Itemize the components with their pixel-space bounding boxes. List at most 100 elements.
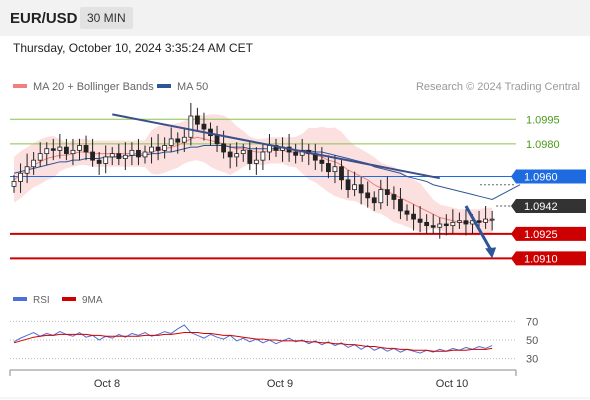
candle-body	[188, 115, 194, 138]
rsi-tick-label: 70	[526, 316, 538, 328]
support-tag	[511, 226, 586, 241]
candle-body	[456, 220, 462, 223]
pivot-tag	[511, 169, 586, 184]
projection-arrow-shaft	[464, 205, 494, 254]
candle-body	[96, 159, 102, 164]
candle-body	[437, 223, 443, 228]
candle-body	[201, 123, 207, 130]
candle-body	[443, 223, 449, 227]
candle-body	[319, 159, 325, 164]
rsi-tick-label: 30	[526, 354, 538, 366]
candle-body	[483, 218, 489, 223]
candle-body	[162, 145, 168, 151]
candle-body	[345, 179, 351, 191]
candle-body	[489, 218, 495, 221]
candle-body	[109, 153, 115, 158]
legend-label: MA 50	[177, 81, 208, 93]
support-label: 1.0910	[524, 253, 558, 265]
candle-body	[463, 220, 469, 225]
candle-body	[221, 143, 227, 153]
candle-body	[44, 148, 50, 155]
support-label: 1.0925	[524, 229, 558, 241]
candle-body	[122, 154, 128, 159]
candle-body	[417, 218, 423, 223]
candle-body	[371, 197, 377, 204]
candle-body	[116, 153, 122, 159]
candle-body	[325, 163, 331, 173]
candle-body	[24, 166, 30, 174]
candle-body	[260, 151, 266, 161]
watermark: Research © 2024 Trading Central	[416, 81, 580, 93]
candle-body	[398, 199, 403, 212]
chart-datetime: Thursday, October 10, 2024 3:35:24 AM CE…	[13, 41, 253, 55]
support-tag	[511, 251, 586, 266]
candle-body	[352, 184, 358, 191]
candle-body	[90, 151, 95, 161]
legend-swatch	[157, 84, 171, 88]
candle-body	[194, 115, 200, 125]
candle-body	[83, 145, 89, 153]
rsi-line	[13, 324, 493, 354]
candle-body	[404, 210, 410, 215]
candle-body	[155, 146, 161, 151]
candle-body	[476, 220, 482, 223]
candle-body	[247, 149, 253, 164]
candle-body	[227, 151, 233, 158]
legend-swatch	[13, 84, 27, 88]
candle-body	[339, 166, 344, 181]
header-bar: EUR/USD 30 MIN	[0, 0, 590, 36]
candle-body	[450, 221, 456, 227]
trend-line	[112, 113, 440, 180]
x-tick-label: Oct 8	[94, 378, 120, 390]
candle-body	[37, 153, 43, 161]
candle-body	[384, 189, 390, 195]
projection-arrow-head	[485, 247, 497, 259]
current-price-tag	[511, 199, 586, 213]
candle-body	[267, 145, 272, 153]
resistance-label: 1.0995	[526, 114, 560, 126]
candle-body	[136, 149, 141, 158]
current-price-label: 1.0942	[524, 201, 558, 213]
candle-body	[168, 138, 174, 146]
bollinger-band	[14, 114, 493, 236]
candle-body	[18, 172, 23, 182]
candle-body	[214, 135, 220, 145]
rsi-legend-label: 9MA	[82, 295, 103, 306]
x-tick-label: Oct 9	[267, 378, 293, 390]
candle-body	[142, 151, 148, 158]
candle-body	[358, 184, 364, 194]
candle-body	[31, 159, 37, 168]
timeframe-button[interactable]: 30 MIN	[80, 7, 133, 29]
candle-body	[253, 159, 259, 164]
candle-body	[181, 136, 187, 143]
candle-body	[149, 146, 154, 153]
candle-body	[57, 146, 63, 151]
candle-body	[77, 145, 82, 151]
x-tick-label: Oct 10	[436, 378, 468, 390]
candle-body	[240, 149, 246, 155]
candle-body	[11, 181, 17, 187]
rsi-ma-line	[13, 332, 493, 352]
candle-body	[391, 194, 397, 200]
resistance-label: 1.0980	[526, 139, 560, 151]
candle-body	[293, 151, 299, 156]
candle-body	[332, 166, 338, 173]
candle-body	[103, 156, 109, 164]
rsi-legend-label: RSI	[33, 295, 50, 306]
legend-label: MA 20 + Bollinger Bands	[33, 81, 154, 93]
candle-body	[64, 146, 69, 155]
instrument-title: EUR/USD	[10, 10, 78, 27]
candle-body	[175, 138, 181, 143]
candle-body	[411, 213, 416, 220]
candle-body	[430, 225, 436, 228]
candle-body	[50, 148, 56, 151]
candle-body	[365, 192, 371, 199]
candle-body	[129, 149, 135, 156]
candle-body	[424, 221, 430, 227]
candle-body	[70, 149, 76, 155]
rsi-tick-label: 50	[526, 335, 538, 347]
rsi-legend-swatch	[13, 297, 27, 301]
candle-body	[234, 153, 240, 158]
rsi-legend-swatch	[62, 297, 76, 301]
